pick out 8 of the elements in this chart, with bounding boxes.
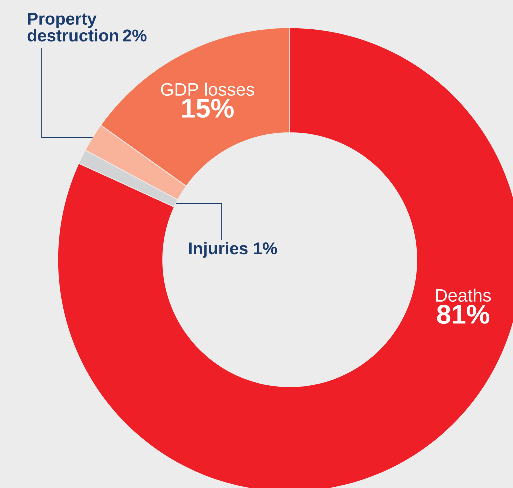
slice-label: GDP losses xyxy=(161,82,254,96)
slice-label: Deaths xyxy=(436,288,492,302)
data-label: 2% xyxy=(123,30,147,42)
data-label: 1% xyxy=(254,242,278,255)
slice-label: Injuries xyxy=(189,242,248,258)
slice-label: Property destruction xyxy=(28,13,118,42)
data-label: 81% xyxy=(437,305,490,324)
data-label: 15% xyxy=(182,99,234,118)
